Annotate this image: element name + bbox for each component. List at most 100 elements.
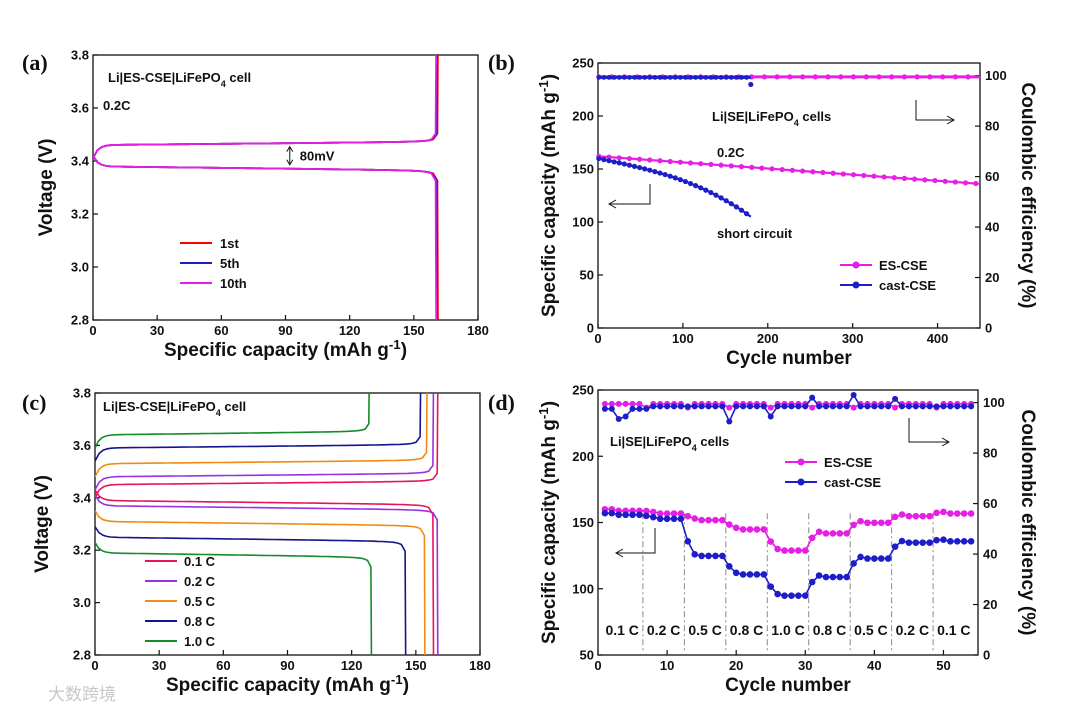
ce-point-ES-CSE [876,74,882,80]
ce-point-cast-CSE [627,74,632,80]
capacity-point-ES-CSE [843,530,851,537]
y2-tick-label: 20 [985,270,999,285]
capacity-point-ES-CSE [728,163,734,169]
ce-point-cast-CSE [968,403,975,410]
legend-label-0.5 C: 0.5 C [184,594,216,609]
y-tick-label: 3.4 [71,154,90,169]
rate-step-label: 0.8 C [813,622,846,638]
capacity-point-ES-CSE [967,510,975,517]
y2-tick-label: 100 [985,68,1007,83]
y2-tick-label: 80 [985,119,999,134]
panel-label: (b) [488,50,515,75]
capacity-point-cast-CSE [877,555,885,562]
capacity-point-cast-CSE [631,163,638,169]
ce-point-cast-CSE [961,403,968,410]
capacity-point-ES-CSE [820,169,826,176]
ce-point-ES-CSE [812,74,818,80]
x-axis-label: Specific capacity (mAh g-1) [164,337,407,362]
rate-step-label: 1.0 C [771,622,804,638]
capacity-point-cast-CSE [708,189,714,196]
ce-point-ES-CSE [761,74,767,80]
ce-point-cast-CSE [728,74,734,80]
capacity-point-cast-CSE [919,539,927,546]
capacity-point-ES-CSE [933,509,940,517]
ce-point-cast-CSE [748,81,754,88]
capacity-point-ES-CSE [670,510,678,517]
series-group [93,55,439,320]
ce-point-cast-CSE [650,403,657,410]
x-tick-label: 120 [339,323,361,338]
capacity-point-ES-CSE [656,510,664,517]
capacity-point-ES-CSE [822,530,830,537]
capacity-point-cast-CSE [693,183,699,189]
ce-point-ES-CSE [892,404,899,411]
ce-point-ES-CSE [952,74,958,80]
y2-tick-label: 0 [983,648,990,663]
capacity-point-cast-CSE [682,178,689,185]
y-tick-label: 3.6 [71,101,89,116]
y-axis-label: Voltage (V) [36,139,57,237]
rate-step-label: 0.5 C [688,622,721,638]
discharge-curve-0.8 C [95,526,407,655]
capacity-point-ES-CSE [753,526,761,533]
y2-tick-label: 100 [983,395,1005,410]
y-axis-label: Specific capacity (mAh g-1) [536,74,561,317]
capacity-point-ES-CSE [698,516,705,524]
y-tick-label: 100 [572,215,594,230]
x-tick-label: 150 [403,323,425,338]
panel-c: 0 30 60 90 120 150 180 2.8 3.0 3.2 3.4 3.6 3.8 Specif… [22,386,491,697]
rate-step-label: 0.2 C [647,622,680,638]
capacity-point-cast-CSE [960,538,968,545]
capacity-point-cast-CSE [712,552,719,560]
ce-point-cast-CSE [767,413,774,420]
series-group [95,393,439,655]
x-tick-label: 90 [280,658,294,673]
y-tick-label: 200 [572,449,594,464]
rate-step-label: 0.1 C [937,622,970,638]
y-tick-label: 0 [587,321,594,336]
ce-point-cast-CSE [919,403,926,410]
capacity-point-ES-CSE [769,166,775,172]
ce-point-cast-CSE [691,403,698,410]
capacity-point-ES-CSE [616,155,622,161]
capacity-point-ES-CSE [877,519,885,527]
ce-point-cast-CSE [708,74,714,80]
ce-point-ES-CSE [914,74,920,80]
x-tick-label: 50 [936,658,950,673]
ce-point-cast-CSE [596,74,602,80]
y-tick-label: 150 [572,515,594,530]
capacity-point-cast-CSE [691,551,699,558]
ce-point-cast-CSE [601,74,607,80]
cell-title: Li|SE|LiFePO4 cells [610,434,729,453]
charge-curve-0.8 C [95,393,422,462]
capacity-point-cast-CSE [684,538,692,545]
capacity-point-cast-CSE [636,511,643,519]
capacity-point-ES-CSE [649,508,657,516]
legend-marker-ES-CSE [852,261,860,269]
discharge-curve-0.2 C [95,494,439,655]
capacity-point-ES-CSE [667,158,673,165]
gap-arrow-head-up [286,145,294,152]
ce-point-cast-CSE [947,403,954,410]
y2-axis-label: Coulombic efficiency (%) [1017,410,1038,636]
panel-a: 0 30 60 90 120 150 180 2.8 3.0 3.2 3.4 3.6 3.8 Specif… [22,48,489,362]
capacity-point-cast-CSE [746,571,754,578]
capacity-point-cast-CSE [687,180,694,187]
ce-point-cast-CSE [647,74,653,80]
y-axis-label: Voltage (V) [32,475,53,573]
ce-point-cast-CSE [723,74,729,80]
x-tick-label: 60 [214,323,228,338]
legend-label-0.2 C: 0.2 C [184,574,216,589]
discharge-curve-1st [93,155,439,320]
capacity-point-cast-CSE [829,573,837,581]
x-tick-label: 0 [91,658,98,673]
right-axis-arrow-head [941,437,951,447]
capacity-point-ES-CSE [901,175,908,181]
ce-point-cast-CSE [850,392,857,399]
capacity-point-ES-CSE [759,165,765,171]
capacity-point-ES-CSE [677,159,683,165]
ce-point-cast-CSE [705,403,712,410]
ce-point-cast-CSE [774,403,781,410]
x-tick-label: 30 [798,658,812,673]
capacity-point-ES-CSE [788,547,795,554]
